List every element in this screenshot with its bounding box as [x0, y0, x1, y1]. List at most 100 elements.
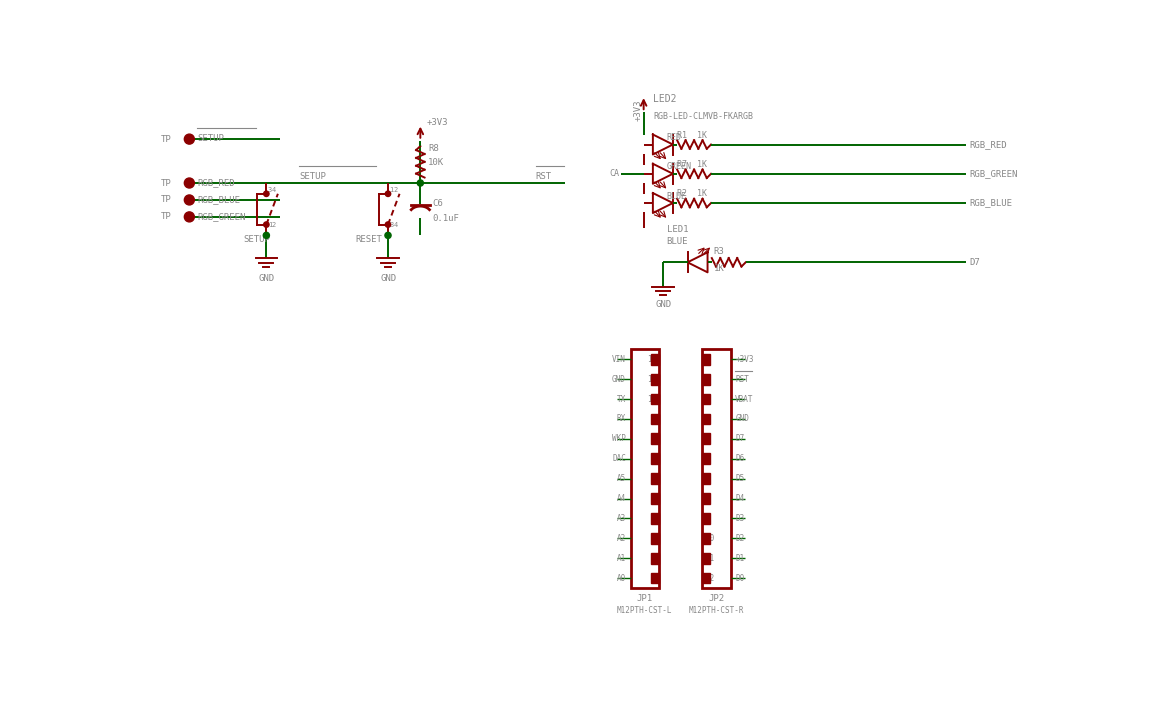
Text: 12: 12: [646, 355, 656, 364]
Text: RGB_GREEN: RGB_GREEN: [197, 212, 246, 221]
Text: 5: 5: [705, 435, 710, 443]
Text: 6: 6: [651, 474, 656, 483]
Text: GND: GND: [612, 375, 626, 384]
Text: 9: 9: [705, 514, 710, 523]
Text: 10: 10: [705, 534, 714, 543]
Text: C6: C6: [432, 200, 443, 208]
Text: GND: GND: [381, 274, 397, 283]
Text: 9: 9: [651, 414, 656, 424]
Bar: [703, 553, 710, 564]
Text: 7: 7: [705, 474, 710, 483]
Text: D7: D7: [735, 435, 745, 443]
Bar: [703, 453, 710, 464]
Bar: [651, 374, 659, 385]
Text: 4: 4: [651, 514, 656, 523]
Text: R1  1K: R1 1K: [677, 131, 707, 140]
Text: M12PTH-CST-R: M12PTH-CST-R: [689, 606, 744, 615]
Text: 1: 1: [651, 573, 656, 583]
Text: GREEN: GREEN: [666, 163, 692, 171]
Text: RST: RST: [735, 375, 749, 384]
Text: RGB_BLUE: RGB_BLUE: [197, 195, 240, 204]
Bar: [703, 533, 710, 544]
Circle shape: [417, 180, 424, 186]
Text: 0.1uF: 0.1uF: [432, 214, 459, 223]
Text: A2: A2: [617, 534, 626, 543]
Text: JP1: JP1: [637, 594, 653, 603]
Text: 10K: 10K: [429, 158, 444, 167]
Text: R3: R3: [713, 247, 725, 256]
Text: 3: 3: [651, 534, 656, 543]
Text: R2  1K: R2 1K: [677, 189, 707, 198]
Circle shape: [184, 195, 194, 205]
Text: D0: D0: [735, 573, 745, 583]
Text: +3V3: +3V3: [426, 118, 448, 127]
Bar: [651, 553, 659, 564]
Bar: [703, 493, 710, 504]
Text: 4: 4: [393, 222, 398, 228]
Circle shape: [184, 212, 194, 222]
Text: 8: 8: [651, 435, 656, 443]
Text: D3: D3: [735, 514, 745, 523]
Text: GND: GND: [735, 414, 749, 424]
Circle shape: [263, 191, 269, 197]
Text: 1: 1: [268, 222, 272, 228]
Text: 11: 11: [646, 375, 656, 384]
Text: LED2: LED2: [653, 94, 677, 104]
Text: TX: TX: [617, 395, 626, 403]
Text: 3: 3: [705, 395, 710, 403]
Circle shape: [385, 232, 391, 239]
Text: RGB_RED: RGB_RED: [970, 140, 1007, 149]
Bar: [630, 349, 659, 588]
Text: 5: 5: [651, 494, 656, 503]
Bar: [651, 434, 659, 444]
Text: JP2: JP2: [708, 594, 725, 603]
Text: 7: 7: [651, 454, 656, 463]
Text: SETUP: SETUP: [197, 134, 224, 143]
Text: 10: 10: [646, 395, 656, 403]
Circle shape: [263, 232, 269, 239]
Text: A0: A0: [617, 573, 626, 583]
Text: RGB_RED: RGB_RED: [197, 178, 234, 187]
Text: D5: D5: [735, 474, 745, 483]
Bar: [703, 393, 710, 404]
Text: RGB-LED-CLMVB-FKARGB: RGB-LED-CLMVB-FKARGB: [653, 112, 753, 121]
Bar: [703, 573, 710, 583]
Text: TP: TP: [160, 134, 172, 144]
Text: D2: D2: [735, 534, 745, 543]
Bar: [651, 354, 659, 364]
Bar: [651, 393, 659, 404]
Text: SETUP: SETUP: [244, 236, 271, 244]
Bar: [651, 414, 659, 424]
Bar: [703, 474, 710, 484]
Text: CA: CA: [609, 169, 619, 179]
Text: D1: D1: [735, 554, 745, 562]
Text: 6: 6: [705, 454, 710, 463]
Text: 2: 2: [393, 187, 398, 193]
Text: 1K: 1K: [713, 264, 725, 273]
Text: 2: 2: [651, 554, 656, 562]
Bar: [651, 453, 659, 464]
Bar: [651, 493, 659, 504]
Text: 1: 1: [705, 355, 710, 364]
Text: GND: GND: [656, 300, 671, 309]
Bar: [703, 513, 710, 523]
Text: R8: R8: [429, 145, 439, 153]
Circle shape: [184, 134, 194, 144]
Text: D7: D7: [970, 258, 980, 267]
Text: RGB_GREEN: RGB_GREEN: [970, 169, 1018, 179]
Text: 2: 2: [272, 222, 276, 228]
Text: 11: 11: [705, 554, 714, 562]
Text: 8: 8: [705, 494, 710, 503]
Text: A4: A4: [617, 494, 626, 503]
Text: M12PTH-CST-L: M12PTH-CST-L: [617, 606, 672, 615]
Text: +3V3: +3V3: [634, 99, 643, 121]
Bar: [651, 573, 659, 583]
Text: R7  1K: R7 1K: [677, 160, 707, 169]
Bar: [651, 513, 659, 523]
Text: DAC: DAC: [612, 454, 626, 463]
Text: D4: D4: [735, 494, 745, 503]
Text: RX: RX: [617, 414, 626, 424]
Text: LED1: LED1: [666, 225, 689, 234]
Text: 4: 4: [705, 414, 710, 424]
Text: A5: A5: [617, 474, 626, 483]
